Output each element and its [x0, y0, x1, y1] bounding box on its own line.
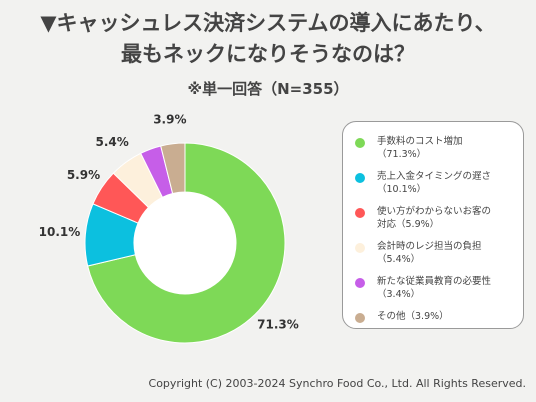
- slice-value-label: 5.4%: [95, 135, 128, 149]
- chart-title: ▼キャッシュレス決済システムの導入にあたり、 最もネックになりそうなのは？: [0, 8, 536, 70]
- legend-marker: [355, 138, 365, 148]
- legend-label: 手数料のコスト増加 （71.3%）: [377, 136, 463, 160]
- copyright-notice: Copyright (C) 2003-2024 Synchro Food Co.…: [148, 377, 526, 390]
- legend-marker: [355, 173, 365, 183]
- legend-label: 会計時のレジ担当の負担 （5.4%）: [377, 241, 482, 265]
- legend-label: 新たな従業員教育の必要性 （3.4%）: [377, 276, 492, 300]
- legend-marker: [355, 313, 365, 323]
- slice-value-label: 5.9%: [67, 168, 100, 182]
- legend-label: その他（3.9%）: [377, 311, 449, 322]
- legend-marker: [355, 278, 365, 288]
- slice-value-label: 3.9%: [153, 112, 186, 126]
- chart-title-line-2: 最もネックになりそうなのは？: [121, 42, 415, 66]
- chart-legend: 手数料のコスト増加 （71.3%） 売上入金タイミングの遅さ （10.1%） 使い方…: [342, 121, 524, 329]
- chart-subtitle: ※単一回答（N=355）: [187, 80, 349, 98]
- legend-marker: [355, 208, 365, 218]
- legend-label: 売上入金タイミングの遅さ （10.1%）: [377, 171, 492, 195]
- chart-title-line-1: ▼キャッシュレス決済システムの導入にあたり、: [40, 11, 496, 35]
- legend-marker: [355, 243, 365, 253]
- slice-value-label: 10.1%: [39, 225, 81, 239]
- slice-value-label: 71.3%: [257, 318, 299, 332]
- donut-hole: [134, 192, 236, 294]
- legend-label: 使い方がわからないお客の 対応（5.9%）: [377, 206, 492, 230]
